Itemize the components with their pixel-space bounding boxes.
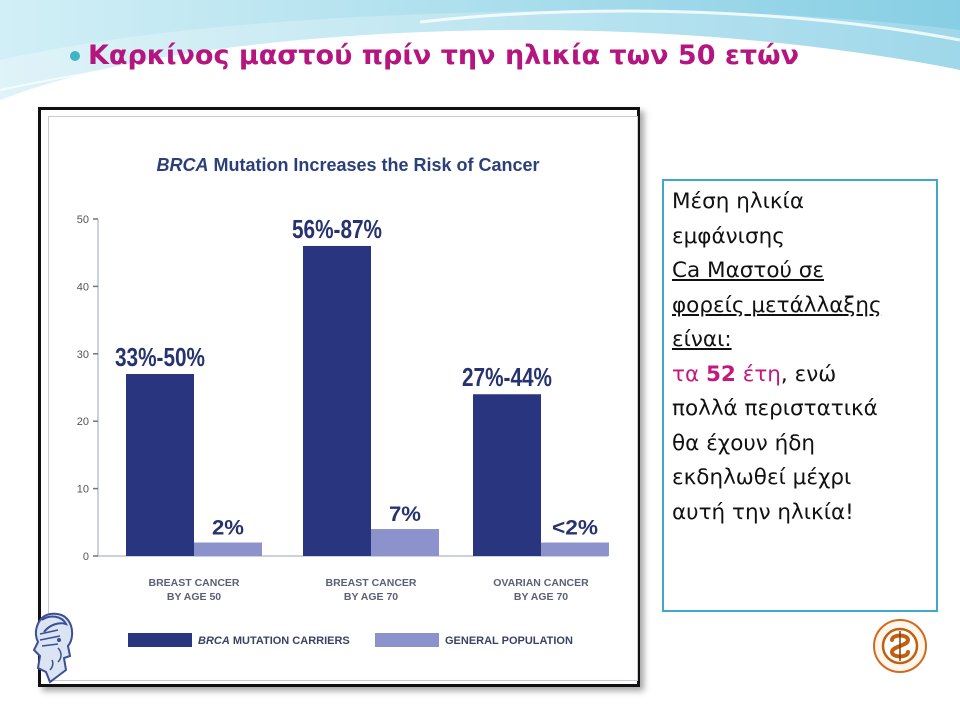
category-label: BREAST CANCER (148, 577, 239, 589)
slide-title: Καρκίνος μαστού πρίν την ηλικία των 50 ε… (88, 40, 800, 71)
bar-value-label: 7% (389, 503, 421, 526)
bar-value-label: 33%-50% (115, 342, 205, 372)
bars-group (126, 245, 609, 556)
textbox-line-6: τα 52 έτη, ενώ (672, 358, 928, 393)
legend-label-population: GENERAL POPULATION (445, 635, 573, 647)
category-label: BY AGE 70 (514, 591, 568, 603)
bar-value-label: 2% (212, 517, 244, 540)
bullet-icon (70, 50, 80, 61)
value-labels-group: 33%-50% 2% 56%-87% 7% 27%-44% <2% (115, 214, 598, 540)
legend-label-carriers-rest: MUTATION CARRIERS (230, 635, 350, 647)
slide-title-row: Καρκίνος μαστού πρίν την ηλικία των 50 ε… (70, 40, 799, 71)
bar-value-label: <2% (552, 517, 598, 540)
age-number: 52 (705, 361, 736, 387)
carrier-bar (303, 245, 371, 556)
y-tick-label: 30 (77, 349, 89, 361)
textbox-line-4: φορείς μετάλλαξης (672, 292, 882, 318)
y-tick-label: 10 (77, 484, 89, 496)
population-bar (541, 542, 609, 556)
y-tick-label: 50 (77, 214, 89, 226)
carrier-bar (126, 374, 194, 556)
carrier-bar (473, 394, 541, 556)
category-label: OVARIAN CANCER (493, 577, 589, 589)
legend: BRCA MUTATION CARRIERS GENERAL POPULATION (128, 633, 573, 647)
bar-value-label: 27%-44% (462, 362, 552, 392)
y-tick-label: 20 (77, 416, 89, 428)
legend-label-carriers: BRCA MUTATION CARRIERS (198, 635, 350, 647)
category-labels-group: BREAST CANCER BY AGE 50 BREAST CANCER BY AG… (148, 577, 589, 603)
university-logo (32, 612, 74, 684)
bar-value-label: 56%-87% (292, 214, 382, 244)
info-textbox: Μέση ηλικία εμφάνισης Ca Μαστού σε φορεί… (662, 179, 938, 612)
hospital-logo (873, 619, 927, 673)
age-prefix: τα (672, 361, 706, 387)
chart-title-rest: Mutation Increases the Risk of Cancer (208, 155, 539, 175)
population-bar (194, 542, 262, 556)
textbox-line-8: θα έχουν ήδη (672, 430, 816, 456)
textbox-line-2: εμφάνισης (672, 223, 785, 249)
legend-swatch-population (375, 633, 439, 647)
category-label: BY AGE 50 (167, 591, 221, 603)
age-unit: έτη (735, 361, 781, 387)
textbox-line-1: Μέση ηλικία (672, 189, 805, 214)
y-tick-label: 0 (83, 551, 89, 563)
chart-panel: BRCA Mutation Increases the Risk of Canc… (48, 116, 638, 681)
category-label: BY AGE 70 (344, 591, 398, 603)
chart-title-italic: BRCA (156, 155, 208, 175)
legend-swatch-carriers (128, 633, 192, 647)
textbox-line-7: πολλά περιστατικά (672, 396, 878, 421)
textbox-line-5: είναι: (672, 327, 732, 352)
bar-chart: BRCA Mutation Increases the Risk of Canc… (77, 155, 609, 647)
chart-image-frame: BRCA Mutation Increases the Risk of Canc… (38, 107, 640, 687)
header-wave-decoration (0, 0, 960, 100)
textbox-line-3: Ca Μαστού σε (672, 258, 824, 283)
category-label: BREAST CANCER (325, 577, 416, 589)
population-bar (371, 529, 439, 556)
age-suffix: , ενώ (780, 361, 837, 387)
y-tick-label: 40 (77, 281, 89, 293)
chart-title: BRCA Mutation Increases the Risk of Canc… (156, 155, 539, 175)
legend-label-carriers-italic: BRCA (198, 635, 230, 647)
textbox-line-10: αυτή την ηλικία! (672, 499, 854, 525)
textbox-line-9: εκδηλωθεί μέχρι (672, 465, 852, 490)
